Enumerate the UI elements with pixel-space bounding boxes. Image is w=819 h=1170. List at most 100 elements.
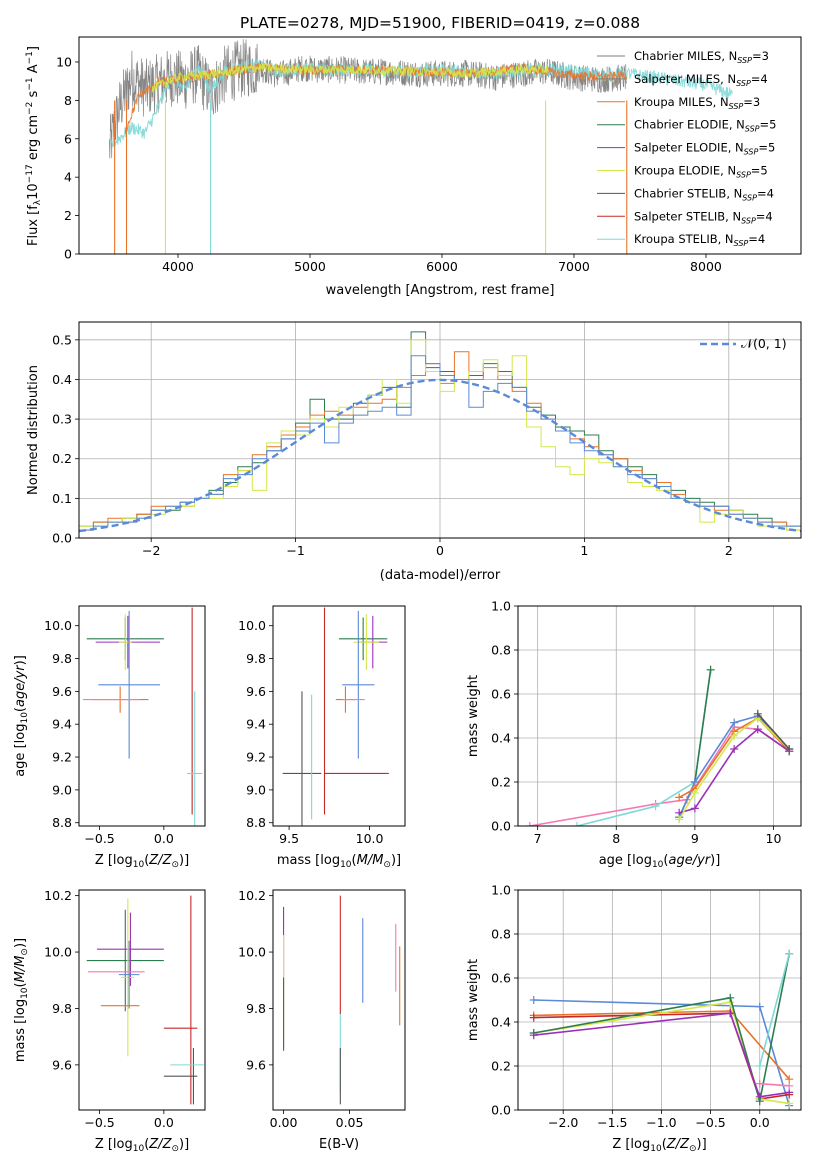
- y-tick-label: 0.3: [52, 412, 72, 427]
- axes-frame: [272, 605, 406, 827]
- plot-area: [82, 607, 203, 826]
- axes-frame: [272, 889, 406, 1111]
- x-axis-label: Z [log10(Z/Z⊙)]: [612, 1137, 706, 1154]
- weight-marker: [572, 822, 581, 826]
- weight-marker: [785, 949, 794, 958]
- y-tick-label: 0.0: [491, 819, 511, 834]
- x-tick-label: 6000: [426, 259, 458, 274]
- legend-label: Kroupa MILES, NSSP=3: [634, 95, 760, 111]
- x-tick-label: 10: [766, 831, 782, 846]
- plot-area: [525, 665, 794, 826]
- spectrum-line: [124, 62, 628, 135]
- y-tick-label: 0.4: [491, 1015, 511, 1030]
- y-tick-label: 9.8: [52, 1001, 72, 1016]
- x-tick-label: 1: [580, 543, 588, 558]
- y-tick-label: 10.0: [238, 618, 266, 633]
- weight-marker: [755, 1079, 764, 1088]
- y-tick-label: 9.6: [246, 1057, 266, 1072]
- axes-frame: [78, 36, 802, 255]
- spectrum-line: [109, 58, 733, 148]
- plot-area: [86, 895, 204, 1105]
- weight-marker: [753, 725, 762, 734]
- x-tick-label: 8000: [690, 259, 722, 274]
- axes-frame: [517, 605, 802, 827]
- weight-marker: [730, 745, 739, 753]
- y-axis-label-group: mass weight: [466, 675, 481, 757]
- x-tick-label: 9.5: [279, 831, 299, 846]
- x-tick-label: 2: [725, 543, 733, 558]
- weight-marker: [785, 1081, 794, 1090]
- weight-marker: [755, 1062, 764, 1070]
- y-tick-label: 9.6: [246, 684, 266, 699]
- x-axis-label: mass [log10(M/M⊙)]: [277, 853, 401, 870]
- weight-line: [757, 713, 790, 750]
- x-axis-label: Z [log10(Z/Z⊙)]: [95, 1137, 189, 1154]
- panel-mass_vs_ebv: 0.00 0.05 9.6 9.8 10.0 10.2 E(B-V): [238, 888, 406, 1152]
- weight-line: [759, 1082, 790, 1087]
- spectrum-legend: Chabrier MILES, NSSP=3 Salpeter MILES, NS…: [597, 49, 776, 248]
- legend-label: 𝒩(0, 1): [741, 336, 787, 351]
- y-tick-label: 0.6: [491, 687, 511, 702]
- y-tick-label: 10: [56, 54, 72, 69]
- weight-marker: [529, 1013, 538, 1022]
- x-tick-label: −2: [142, 543, 160, 558]
- y-tick-label: 0.2: [491, 775, 511, 790]
- x-axis-label: wavelength [Angstrom, rest frame]: [326, 283, 555, 298]
- y-tick-label: 1.0: [491, 883, 511, 898]
- legend-label: Kroupa ELODIE, NSSP=5: [634, 164, 768, 180]
- weight-marker: [726, 993, 735, 1002]
- x-tick-label: 4000: [162, 259, 194, 274]
- x-tick-label: −0.5: [695, 1115, 725, 1130]
- weight-marker: [753, 709, 762, 718]
- weight-line: [533, 1012, 790, 1098]
- y-axis-label-group: Flux [fλ10−17 erg cm−2 s−1 A−1]: [25, 46, 43, 246]
- y-tick-label: 9.4: [52, 717, 72, 732]
- weight-marker: [785, 745, 794, 753]
- x-tick-label: 7: [534, 831, 542, 846]
- y-axis-label-group: Normed distribution: [26, 365, 41, 495]
- y-tick-label: 0.5: [52, 332, 72, 347]
- y-tick-label: 2: [64, 208, 72, 223]
- x-tick-label: 5000: [294, 259, 326, 274]
- y-tick-label: 4: [64, 170, 72, 185]
- weight-marker: [755, 1002, 764, 1011]
- plot-area: [79, 331, 801, 538]
- legend-label: Kroupa STELIB, NSSP=4: [634, 232, 765, 248]
- x-tick-label: −0.5: [84, 831, 114, 846]
- x-tick-label: 9: [691, 831, 699, 846]
- x-tick-label: −1.0: [646, 1115, 676, 1130]
- y-tick-label: 10.2: [44, 888, 72, 903]
- y-tick-label: 0.0: [491, 1103, 511, 1118]
- panel-weight_vs_Z: −2.0 −1.5 −1.0 −0.5 0.0 0.0 0.2 0.4 0.6 0.8 1.0 Z […: [466, 883, 802, 1154]
- x-tick-label: 0.0: [154, 1115, 174, 1130]
- y-tick-label: 8.8: [246, 815, 266, 830]
- weight-marker: [675, 815, 684, 824]
- x-tick-label: 7000: [558, 259, 590, 274]
- weight-marker: [730, 718, 739, 727]
- weight-marker: [755, 1092, 764, 1101]
- panel-mass_vs_Z: −0.5 0.0 9.6 9.8 10.0 10.2 Z [log10(Z/Z⊙)] mass…: [13, 888, 206, 1154]
- y-axis-label: mass weight: [466, 959, 481, 1041]
- axes-frame: [78, 889, 206, 1111]
- weight-marker: [529, 1031, 538, 1040]
- plot-area: [529, 949, 794, 1110]
- legend-label: Salpeter MILES, NSSP=4: [634, 72, 768, 88]
- y-tick-label: 0.6: [491, 971, 511, 986]
- y-tick-label: 0.2: [491, 1059, 511, 1074]
- panel-weight_vs_age: 7 8 9 10 0.0 0.2 0.4 0.6 0.8 1.0 age [log10(age/yr…: [466, 599, 802, 870]
- legend-label: Salpeter ELODIE, NSSP=5: [634, 141, 775, 157]
- x-tick-label: −1.5: [597, 1115, 627, 1130]
- legend-label: Salpeter STELIB, NSSP=4: [634, 209, 773, 225]
- x-tick-label: 0: [436, 543, 444, 558]
- axes-frame: [78, 605, 206, 827]
- weight-marker: [529, 996, 538, 1004]
- weight-line: [533, 953, 790, 1102]
- y-tick-label: 0.8: [491, 643, 511, 658]
- y-tick-label: 8: [64, 93, 72, 108]
- spectrum-line: [151, 63, 549, 93]
- y-tick-label: 0.0: [52, 531, 72, 546]
- weight-line: [529, 726, 790, 826]
- y-tick-label: 0.4: [52, 372, 72, 387]
- y-tick-label: 0.8: [491, 927, 511, 942]
- y-axis-label: Flux [fλ10−17 erg cm−2 s−1 A−1]: [25, 46, 43, 246]
